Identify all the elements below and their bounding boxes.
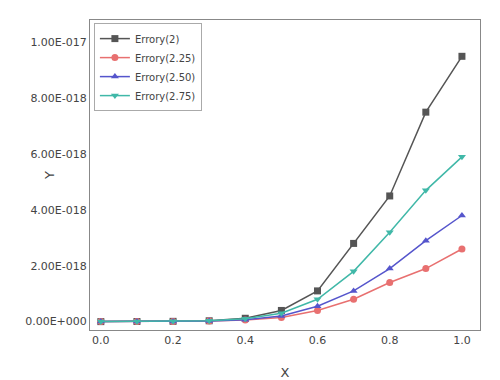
svg-text:0.4: 0.4 (237, 334, 255, 347)
svg-text:2.00E-018: 2.00E-018 (30, 260, 86, 273)
svg-text:0.8: 0.8 (381, 334, 399, 347)
svg-text:0.0: 0.0 (92, 334, 110, 347)
svg-text:1.0: 1.0 (453, 334, 471, 347)
svg-text:6.00E-018: 6.00E-018 (30, 148, 86, 161)
svg-text:X: X (281, 365, 290, 380)
svg-text:0.6: 0.6 (309, 334, 327, 347)
svg-text:1.00E-017: 1.00E-017 (30, 36, 86, 49)
svg-text:Y: Y (42, 171, 57, 180)
svg-text:0.00E+000: 0.00E+000 (25, 315, 87, 328)
svg-text:Errory(2.25): Errory(2.25) (135, 53, 195, 64)
svg-text:0.2: 0.2 (164, 334, 182, 347)
svg-text:Errory(2.75): Errory(2.75) (135, 91, 195, 102)
svg-text:4.00E-018: 4.00E-018 (30, 204, 86, 217)
svg-text:8.00E-018: 8.00E-018 (30, 92, 86, 105)
svg-text:Errory(2.50): Errory(2.50) (135, 72, 195, 83)
svg-text:Errory(2): Errory(2) (135, 34, 180, 45)
